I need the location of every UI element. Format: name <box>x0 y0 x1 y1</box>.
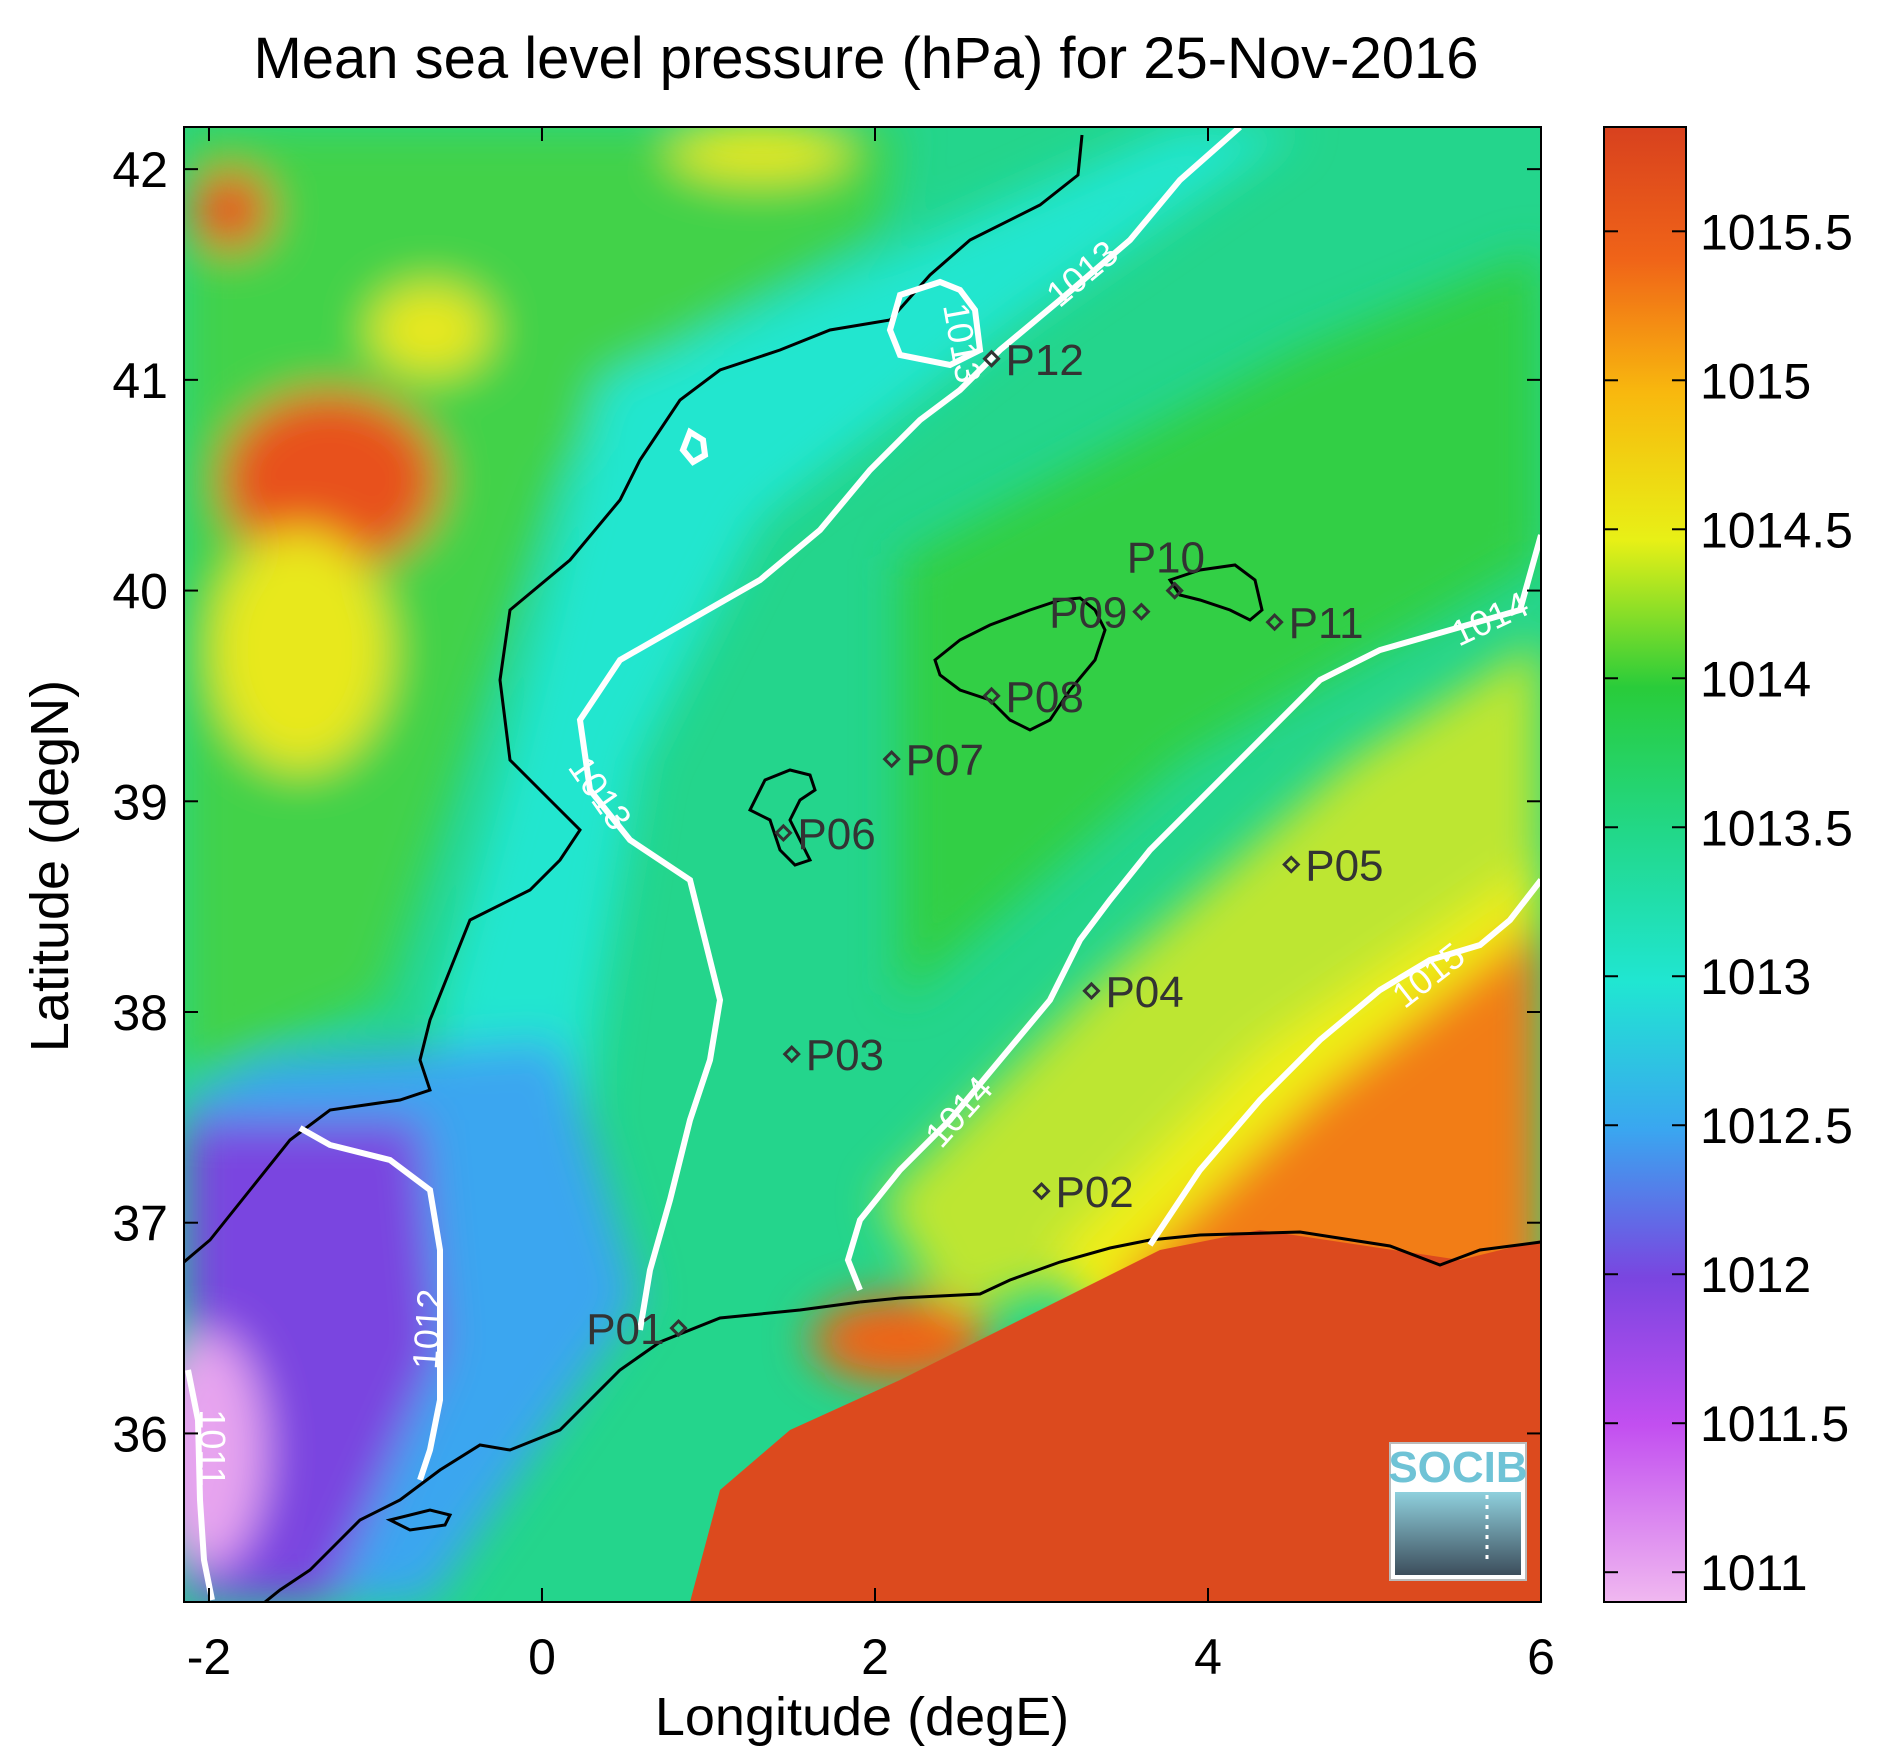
contour-1015 <box>1147 878 1541 1247</box>
station-marker <box>1165 581 1184 600</box>
station-marker <box>782 1045 801 1064</box>
y-tick-label: 39 <box>112 774 168 830</box>
x-axis: -2 0 2 4 6 <box>187 127 1555 1685</box>
station-label: P12 <box>1006 336 1084 385</box>
station-marker <box>774 823 793 843</box>
colorbar-tick-label: 1012.5 <box>1700 1098 1853 1154</box>
station-p08: P08 <box>982 673 1084 722</box>
station-marker <box>982 349 1001 368</box>
station-marker <box>669 1318 688 1338</box>
colorbar-tick-label: 1011 <box>1700 1545 1808 1601</box>
y-axis: 42 41 40 39 38 37 36 <box>112 142 1541 1462</box>
station-p07: P07 <box>882 736 984 785</box>
station-label: P04 <box>1105 968 1183 1017</box>
contour-1013-ring <box>679 427 709 466</box>
station-p01: P01 <box>586 1305 688 1354</box>
station-p09: P09 <box>1049 589 1151 638</box>
y-tick-label: 37 <box>112 1196 168 1252</box>
chart-title: Mean sea level pressure (hPa) for 25-Nov… <box>253 26 1478 91</box>
plot-frame <box>183 126 1542 1603</box>
socib-logo-text: SOCIB <box>1388 1443 1527 1492</box>
y-axis-label: Latitude (degN) <box>20 680 80 1052</box>
contour-1014 <box>844 534 1541 1292</box>
x-axis-label: Longitude (degE) <box>655 1687 1069 1747</box>
x-tick-label: 4 <box>1194 1629 1222 1685</box>
contour-1013-main <box>576 127 1242 1331</box>
station-p03: P03 <box>782 1031 884 1080</box>
station-marker <box>1265 613 1284 632</box>
station-p10: P10 <box>1127 534 1205 600</box>
colorbar-gradient <box>1603 126 1687 1603</box>
contour-1011 <box>185 1369 215 1601</box>
station-p02: P02 <box>1032 1168 1134 1217</box>
station-marker <box>1032 1181 1051 1201</box>
y-tick-label: 42 <box>112 142 168 198</box>
station-p12: P12 <box>982 336 1084 385</box>
station-label: P09 <box>1049 589 1127 638</box>
y-tick-label: 38 <box>112 985 168 1041</box>
colorbar-ticks: 1015.5 1015 1014.5 1014 1013.5 1013 1012.5 1012… <box>1604 204 1853 1601</box>
colorbar-tick-label: 1012 <box>1700 1247 1811 1303</box>
station-label: P05 <box>1305 842 1383 891</box>
x-tick-label: 6 <box>1527 1629 1555 1685</box>
station-label: P06 <box>797 810 875 859</box>
station-label: P08 <box>1006 673 1084 722</box>
station-marker <box>882 750 901 769</box>
station-label: P07 <box>906 736 984 785</box>
contour-1013-loop <box>886 278 984 369</box>
station-p11: P11 <box>1265 599 1364 648</box>
y-tick-label: 40 <box>112 564 168 620</box>
station-label: P01 <box>586 1305 664 1354</box>
station-p04: P04 <box>1082 968 1184 1017</box>
colorbar-tick-label: 1015 <box>1700 353 1811 409</box>
colorbar-tick-label: 1014.5 <box>1700 502 1853 558</box>
colorbar-tick-label: 1013 <box>1700 949 1811 1005</box>
station-marker <box>1282 855 1301 874</box>
station-marker <box>1132 602 1151 621</box>
colorbar-tick-label: 1014 <box>1700 651 1811 707</box>
contour-label-1012: 1012 <box>404 1288 450 1371</box>
colorbar: 1015.5 1015 1014.5 1014 1013.5 1013 1012.5 1012… <box>1603 126 1853 1603</box>
station-label: P10 <box>1127 534 1205 583</box>
y-tick-label: 36 <box>112 1406 168 1462</box>
colorbar-tick-label: 1015.5 <box>1700 204 1853 260</box>
x-tick-label: -2 <box>187 1629 231 1685</box>
station-label: P03 <box>806 1031 884 1080</box>
colorbar-tick-label: 1011.5 <box>1700 1396 1849 1452</box>
station-label: P02 <box>1055 1168 1133 1217</box>
station-marker <box>982 686 1001 706</box>
contour-lines <box>185 127 1541 1601</box>
contour-1012 <box>298 1125 443 1481</box>
x-tick-label: 2 <box>861 1629 889 1685</box>
station-p06: P06 <box>774 810 876 859</box>
y-tick-label: 41 <box>112 353 168 409</box>
socib-logo: SOCIB <box>1388 1442 1528 1581</box>
station-marker <box>1082 981 1101 1001</box>
contour-label-1011: 1011 <box>192 1409 233 1486</box>
station-p05: P05 <box>1282 842 1384 891</box>
station-label: P11 <box>1289 599 1364 648</box>
x-tick-label: 0 <box>528 1629 556 1685</box>
colorbar-tick-label: 1013.5 <box>1700 800 1853 856</box>
